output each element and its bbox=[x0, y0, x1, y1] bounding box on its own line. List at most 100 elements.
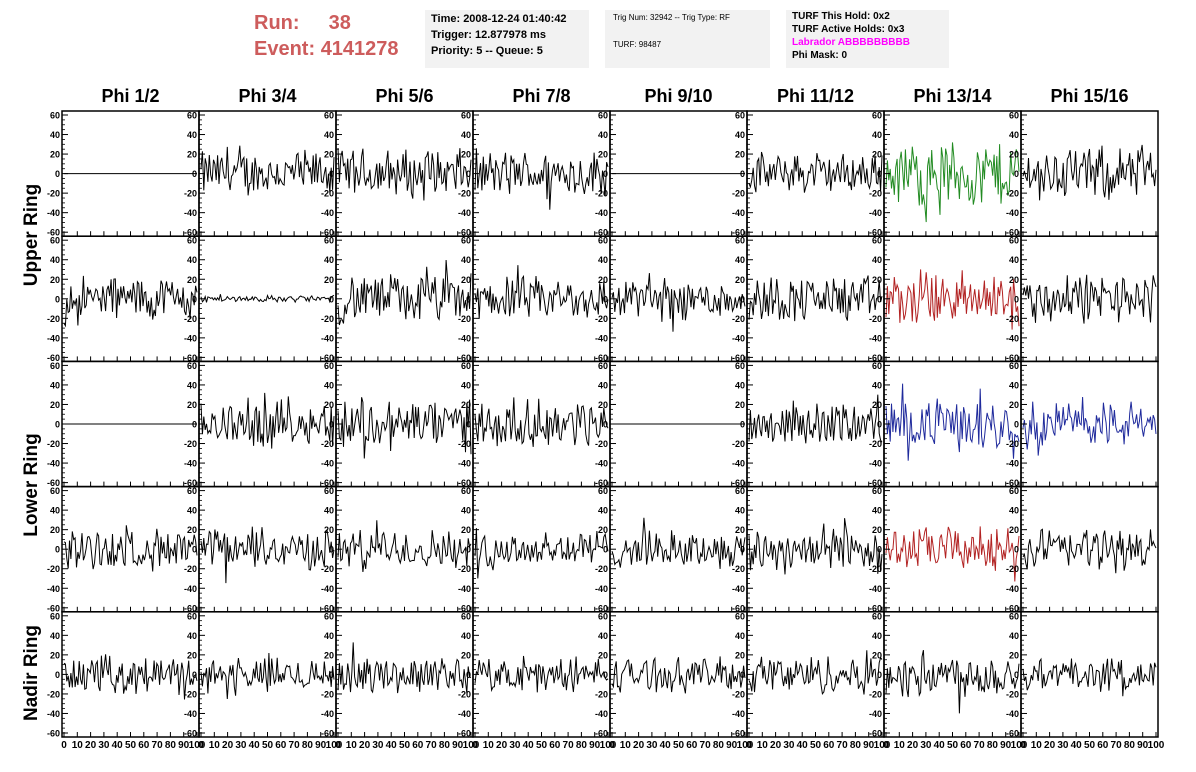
y-tick-label: 20 bbox=[50, 525, 60, 535]
x-tick-label: 90 bbox=[863, 740, 875, 751]
waveform-trace bbox=[474, 528, 609, 579]
x-tick-label: 0 bbox=[198, 740, 204, 751]
y-tick-label: -60 bbox=[869, 228, 882, 238]
y-tick-label: 20 bbox=[50, 150, 60, 160]
x-tick-label: 100 bbox=[600, 740, 617, 751]
x-tick-label: 80 bbox=[713, 740, 725, 751]
y-tick-label: 60 bbox=[461, 236, 471, 246]
y-tick-label: -20 bbox=[869, 189, 882, 199]
y-tick-label: -20 bbox=[321, 314, 334, 324]
y-tick-label: 20 bbox=[324, 150, 334, 160]
y-tick-label: 20 bbox=[324, 650, 334, 660]
phi-label: Phi 5/6 bbox=[375, 86, 434, 106]
waveform-panel: -60 -40 -20 0 20 40 60 bbox=[458, 360, 611, 488]
y-tick-label: 60 bbox=[598, 111, 608, 121]
waveform-trace bbox=[748, 275, 883, 322]
x-tick-label: 80 bbox=[1124, 740, 1136, 751]
panel-frame bbox=[746, 485, 885, 613]
y-tick-label: 40 bbox=[1009, 130, 1019, 140]
y-tick-label: 60 bbox=[735, 611, 745, 621]
y-tick-label: 60 bbox=[324, 236, 334, 246]
waveform-panel: -60 -40 -20 0 20 40 60 bbox=[321, 485, 474, 613]
y-tick-label: -40 bbox=[732, 333, 745, 343]
y-tick-label: 40 bbox=[324, 631, 334, 641]
waveform-panel: -60 -40 -20 0 20 40 60 bbox=[458, 485, 611, 613]
y-tick-label: 60 bbox=[461, 361, 471, 371]
y-tick-label: 60 bbox=[50, 236, 60, 246]
y-tick-label: 20 bbox=[735, 525, 745, 535]
waveform-panel: -60 -40 -20 0 20 40 60 bbox=[595, 235, 748, 363]
y-tick-label: -60 bbox=[47, 228, 60, 238]
x-tick-label: 50 bbox=[1084, 740, 1096, 751]
y-tick-label: 0 bbox=[877, 670, 882, 680]
y-tick-label: -20 bbox=[184, 314, 197, 324]
panel-frame bbox=[883, 485, 1022, 613]
y-tick-label: 40 bbox=[50, 506, 60, 516]
phi-label: Phi 9/10 bbox=[644, 86, 713, 106]
y-tick-label: 20 bbox=[187, 150, 197, 160]
y-tick-label: 0 bbox=[329, 545, 334, 555]
y-tick-label: -40 bbox=[595, 208, 608, 218]
y-tick-label: 40 bbox=[50, 380, 60, 390]
y-tick-label: 60 bbox=[1009, 486, 1019, 496]
waveform-panel: -60 -40 -20 0 20 40 60 bbox=[321, 110, 474, 238]
x-tick-label: 90 bbox=[726, 740, 738, 751]
y-tick-label: -60 bbox=[595, 603, 608, 613]
waveform-panel: -60 -40 -20 0 20 40 60 bbox=[595, 485, 748, 613]
y-tick-label: -40 bbox=[321, 709, 334, 719]
waveform-trace bbox=[63, 275, 198, 328]
x-tick-label: 10 bbox=[1031, 740, 1043, 751]
y-tick-label: 60 bbox=[187, 236, 197, 246]
turf-line: TURF: 98487 bbox=[613, 40, 662, 49]
y-tick-label: 60 bbox=[324, 611, 334, 621]
y-tick-label: -60 bbox=[47, 603, 60, 613]
y-tick-label: 20 bbox=[1009, 150, 1019, 160]
y-tick-label: -40 bbox=[184, 333, 197, 343]
y-tick-label: -20 bbox=[869, 689, 882, 699]
y-tick-label: -60 bbox=[869, 353, 882, 363]
event-label-text: Event: bbox=[254, 38, 316, 60]
y-tick-label: -60 bbox=[595, 478, 608, 488]
run-label-text: Run: bbox=[254, 12, 300, 34]
y-tick-label: -40 bbox=[321, 459, 334, 469]
y-tick-label: 20 bbox=[324, 275, 334, 285]
x-tick-label: 60 bbox=[138, 740, 150, 751]
waveform-trace bbox=[200, 526, 335, 584]
y-tick-label: 60 bbox=[872, 111, 882, 121]
waveform-panel: -60 -40 -20 0 20 40 60 bbox=[869, 235, 1022, 363]
y-tick-label: 20 bbox=[50, 400, 60, 410]
y-tick-label: -20 bbox=[458, 564, 471, 574]
y-tick-label: 20 bbox=[872, 525, 882, 535]
x-tick-label: 0 bbox=[609, 740, 615, 751]
x-tick-label: 40 bbox=[934, 740, 946, 751]
y-tick-label: 40 bbox=[872, 255, 882, 265]
y-tick-label: 20 bbox=[735, 400, 745, 410]
y-tick-label: -20 bbox=[321, 564, 334, 574]
y-tick-label: 20 bbox=[50, 650, 60, 660]
y-tick-label: -20 bbox=[595, 689, 608, 699]
y-tick-label: 60 bbox=[598, 611, 608, 621]
waveform-trace bbox=[885, 526, 1020, 582]
waveform-trace bbox=[474, 148, 609, 210]
y-tick-label: 60 bbox=[324, 361, 334, 371]
y-tick-label: -60 bbox=[1006, 228, 1019, 238]
x-tick-label: 70 bbox=[700, 740, 712, 751]
waveform-trace bbox=[1022, 144, 1157, 201]
y-tick-label: -60 bbox=[732, 353, 745, 363]
labrador-line: Labrador ABBBBBBBBB bbox=[792, 37, 910, 48]
y-tick-label: -20 bbox=[732, 314, 745, 324]
y-tick-label: 60 bbox=[324, 111, 334, 121]
y-tick-label: -40 bbox=[869, 584, 882, 594]
y-tick-label: -40 bbox=[321, 333, 334, 343]
y-tick-label: 20 bbox=[50, 275, 60, 285]
x-tick-label: 80 bbox=[302, 740, 314, 751]
x-tick-label: 60 bbox=[1097, 740, 1109, 751]
y-tick-label: 0 bbox=[877, 545, 882, 555]
waveform-trace bbox=[474, 265, 609, 319]
x-tick-label: 50 bbox=[536, 740, 548, 751]
x-tick-label: 10 bbox=[346, 740, 358, 751]
y-tick-label: 40 bbox=[872, 631, 882, 641]
